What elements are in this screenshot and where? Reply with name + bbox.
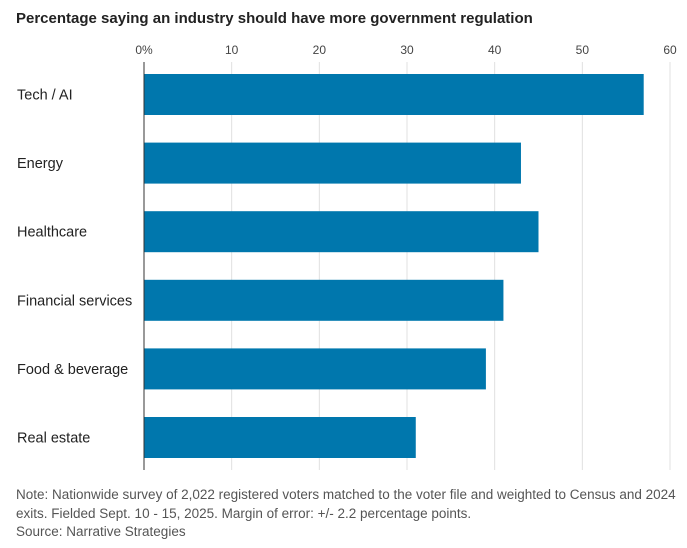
tick-label: 30 xyxy=(400,43,414,57)
chart-title: Percentage saying an industry should hav… xyxy=(16,10,533,27)
category-label: Healthcare xyxy=(17,225,87,241)
bar xyxy=(144,142,521,184)
bar xyxy=(144,211,539,253)
note-text: Note: Nationwide survey of 2,022 registe… xyxy=(16,487,676,521)
tick-label: 20 xyxy=(313,43,327,57)
bar xyxy=(144,279,504,321)
category-label: Real estate xyxy=(17,431,90,447)
tick-label: 50 xyxy=(576,43,590,57)
tick-label: 40 xyxy=(488,43,502,57)
tick-label: 0% xyxy=(135,43,153,57)
bar xyxy=(144,348,486,390)
chart-note: Note: Nationwide survey of 2,022 registe… xyxy=(16,486,681,542)
category-label: Financial services xyxy=(17,293,132,309)
tick-label: 10 xyxy=(225,43,239,57)
category-label: Tech / AI xyxy=(17,88,73,104)
category-label: Energy xyxy=(17,156,64,172)
category-label: Food & beverage xyxy=(17,362,128,378)
tick-label: 60 xyxy=(663,43,677,57)
bar xyxy=(144,417,416,458)
bar xyxy=(144,74,644,115)
source-text: Source: Narrative Strategies xyxy=(16,524,186,539)
